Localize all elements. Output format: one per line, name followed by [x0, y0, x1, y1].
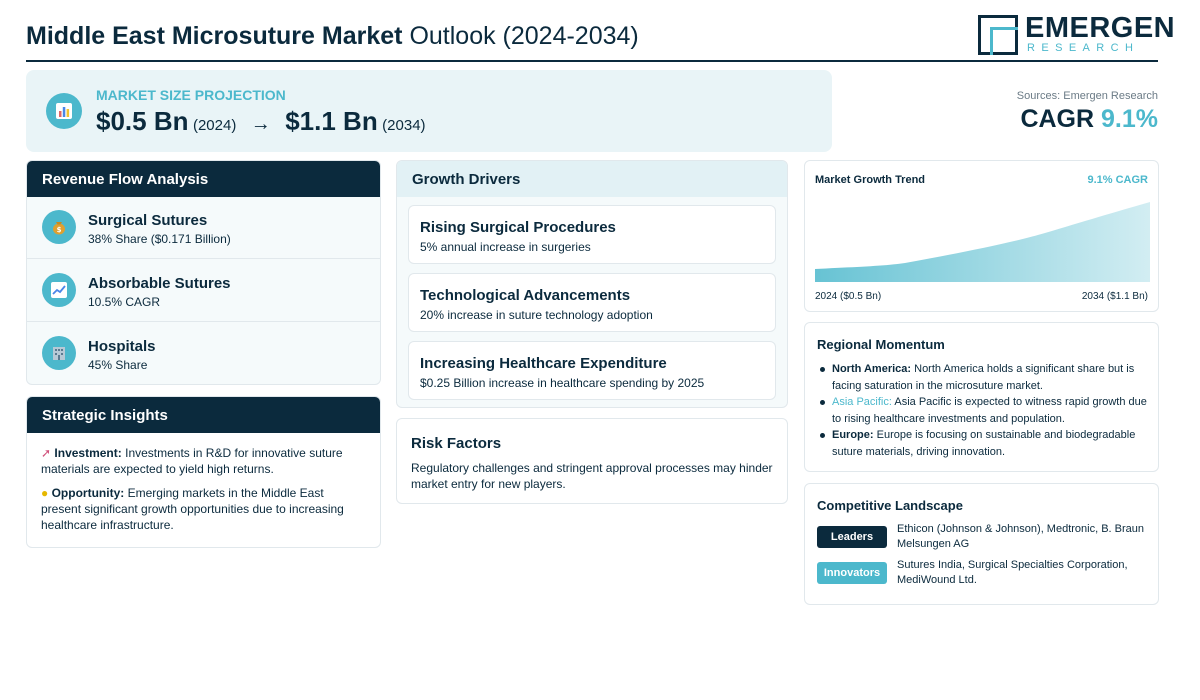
strategic-insights-card: Strategic Insights ➚ Investment: Investm…: [26, 396, 381, 548]
revenue-item-sub: 45% Share: [88, 358, 148, 372]
end-value: $1.1 Bn: [285, 106, 378, 136]
trend-up-icon: [42, 273, 76, 307]
cagr-value: 9.1%: [1101, 105, 1158, 133]
start-year: (2024): [192, 117, 237, 134]
revenue-item: $ Surgical Sutures 38% Share ($0.171 Bil…: [27, 197, 380, 259]
regional-list: North America: North America holds a sig…: [817, 361, 1147, 460]
revenue-item-title: Absorbable Sutures: [88, 275, 231, 292]
driver-title: Rising Surgical Procedures: [420, 219, 616, 236]
competitive-landscape-card: Competitive Landscape Leaders Ethicon (J…: [804, 483, 1159, 605]
regional-momentum-title: Regional Momentum: [817, 337, 945, 352]
revenue-flow-card: Revenue Flow Analysis $ Surgical Sutures…: [26, 160, 381, 385]
leaders-badge: Leaders: [817, 526, 887, 548]
growth-drivers-title: Growth Drivers: [397, 161, 787, 197]
risk-factors-text: Regulatory challenges and stringent appr…: [411, 461, 773, 491]
region-item: Europe: Europe is focusing on sustainabl…: [817, 427, 1147, 460]
region-text: North America holds a significant share …: [832, 363, 1135, 392]
market-size-label: MARKET SIZE PROJECTION: [96, 87, 286, 103]
sources-text: Sources: Emergen Research: [1016, 90, 1158, 102]
regional-momentum-card: Regional Momentum North America: North A…: [804, 322, 1159, 472]
title-light: Outlook (2024-2034): [409, 22, 639, 50]
region-name: North America:: [832, 363, 912, 375]
trend-end-label: 2034 ($1.1 Bn): [1081, 291, 1148, 302]
driver-sub: 5% annual increase in surgeries: [420, 240, 591, 254]
region-text: Asia Pacific is expected to witness rapi…: [832, 396, 1147, 425]
svg-text:$: $: [57, 226, 62, 234]
revenue-item-title: Hospitals: [88, 338, 156, 355]
logo-main-text: EMERGEN: [1025, 12, 1176, 44]
revenue-item-sub: 10.5% CAGR: [88, 295, 161, 309]
region-item: North America: North America holds a sig…: [817, 361, 1147, 394]
investment-text: Investments in R&D for innovative suture…: [41, 446, 343, 476]
start-value: $0.5 Bn: [96, 106, 189, 136]
trend-area-chart: [815, 202, 1150, 282]
header: Middle East Microsuture Market Outlook (…: [26, 12, 1175, 62]
growth-drivers-card: Growth Drivers Rising Surgical Procedure…: [396, 160, 788, 408]
hospital-icon: [42, 336, 76, 370]
revenue-item-sub: 38% Share ($0.171 Billion): [88, 232, 231, 246]
innovators-badge: Innovators: [817, 562, 887, 584]
cagr-label: CAGR: [1020, 105, 1095, 133]
opportunity-text: Emerging markets in the Middle East pres…: [41, 486, 344, 532]
revenue-flow-title: Revenue Flow Analysis: [27, 161, 380, 197]
innovators-text: Sutures India, Surgical Specialties Corp…: [897, 559, 1128, 586]
region-item: Asia Pacific: Asia Pacific is expected t…: [817, 394, 1147, 427]
logo-sub-text: RESEARCH: [1027, 42, 1140, 54]
strategic-insights-title: Strategic Insights: [27, 397, 380, 433]
arrow-right-icon: →: [250, 113, 271, 135]
revenue-item: Absorbable Sutures 10.5% CAGR: [27, 260, 380, 322]
trend-cagr: 9.1% CAGR: [1087, 174, 1148, 186]
money-bag-icon: $: [42, 210, 76, 244]
strategic-insights-body: ➚ Investment: Investments in R&D for inn…: [27, 433, 380, 553]
market-size-values: $0.5 Bn (2024) → $1.1 Bn (2034): [96, 106, 426, 137]
market-growth-trend-card: Market Growth Trend 9.1% CAGR 2024 ($0.5…: [804, 160, 1159, 312]
trend-start-label: 2024 ($0.5 Bn): [815, 291, 882, 302]
opportunity-insight: ● Opportunity: Emerging markets in the M…: [41, 485, 366, 533]
opportunity-label: Opportunity:: [51, 486, 125, 500]
leaders-text: Ethicon (Johnson & Johnson), Medtronic, …: [897, 523, 1145, 550]
lightbulb-icon: ●: [41, 486, 49, 500]
emergen-logo: EMERGEN RESEARCH: [978, 12, 1175, 58]
revenue-item-title: Surgical Sutures: [88, 212, 208, 229]
risk-factors-card: Risk Factors Regulatory challenges and s…: [396, 418, 788, 504]
driver-sub: 20% increase in suture technology adopti…: [420, 308, 653, 322]
risk-factors-title: Risk Factors: [411, 435, 502, 452]
driver-item: Increasing Healthcare Expenditure $0.25 …: [408, 341, 776, 400]
region-text: Europe is focusing on sustainable and bi…: [832, 429, 1136, 458]
logo-mark-icon: [978, 15, 1018, 55]
revenue-item: Hospitals 45% Share: [27, 323, 380, 385]
competitive-landscape-title: Competitive Landscape: [817, 498, 963, 513]
title-bold: Middle East Microsuture Market: [26, 22, 403, 50]
page-title: Middle East Microsuture Market Outlook (…: [26, 22, 639, 51]
end-year: (2034): [382, 117, 426, 134]
investment-insight: ➚ Investment: Investments in R&D for inn…: [41, 445, 366, 477]
chart-icon: [46, 93, 82, 129]
market-size-panel: MARKET SIZE PROJECTION $0.5 Bn (2024) → …: [26, 70, 832, 152]
trend-title: Market Growth Trend: [815, 174, 926, 186]
cagr-headline: CAGR 9.1%: [1020, 105, 1158, 134]
investment-label: Investment:: [54, 446, 122, 460]
driver-item: Technological Advancements 20% increase …: [408, 273, 776, 332]
region-name: Europe:: [832, 429, 874, 441]
region-name: Asia Pacific:: [832, 396, 892, 408]
driver-title: Increasing Healthcare Expenditure: [420, 355, 667, 372]
driver-item: Rising Surgical Procedures 5% annual inc…: [408, 205, 776, 264]
driver-title: Technological Advancements: [420, 287, 631, 304]
trend-area: [815, 202, 1150, 282]
driver-sub: $0.25 Billion increase in healthcare spe…: [420, 376, 705, 390]
syringe-icon: ➚: [41, 446, 52, 460]
